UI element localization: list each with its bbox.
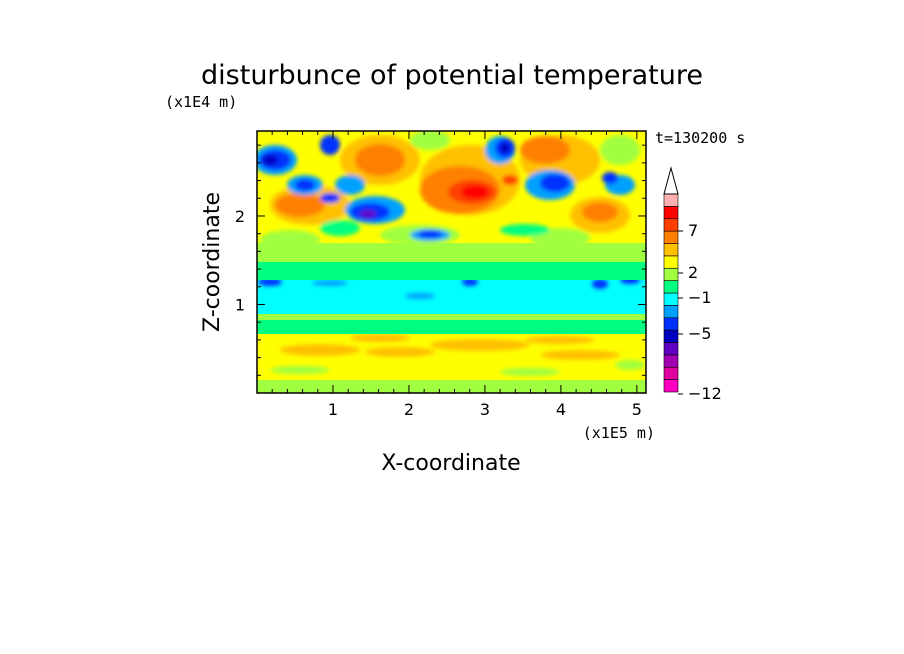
- colorbar: 7 2 −1 −5 −12: [663, 166, 722, 403]
- y-tick-label: 2: [235, 207, 245, 226]
- y-tick-label: 1: [235, 295, 245, 314]
- lower-streaks: [270, 334, 645, 376]
- colorbar-swatch: [663, 292, 679, 306]
- colorbar-swatch: [663, 366, 679, 380]
- x-axis-label: X-coordinate: [381, 451, 520, 476]
- colorbar-swatch: [663, 280, 679, 294]
- band-bottom-green: [257, 380, 646, 393]
- x-tick-label: 2: [404, 400, 414, 419]
- colorbar-swatch: [663, 342, 679, 356]
- colorbar-swatch: [663, 255, 679, 269]
- colorbar-swatch: [663, 230, 679, 244]
- x-tick-label: 4: [556, 400, 566, 419]
- colorbar-swatch: [663, 243, 679, 257]
- colorbar-label: 7: [688, 221, 698, 240]
- colorbar-swatch: [663, 193, 679, 207]
- colorbar-swatch: [663, 354, 679, 368]
- colorbar-label: −12: [688, 384, 722, 403]
- colorbar-swatch: [663, 379, 679, 393]
- y-axis-label: Z-coordinate: [200, 192, 225, 332]
- x-tick-label: 1: [328, 400, 338, 419]
- chart-title: disturbunce of potential temperature: [201, 60, 703, 91]
- upper-structures: [257, 131, 640, 250]
- colorbar-swatch: [663, 267, 679, 281]
- x-tick-label: 5: [632, 400, 642, 419]
- y-unit-label: (x1E4 m): [165, 93, 237, 111]
- colorbar-label: −5: [688, 324, 712, 343]
- colorbar-swatch: [663, 317, 679, 331]
- plot-frame: [256, 130, 647, 394]
- band-green-lower: [257, 318, 646, 334]
- colorbar-swatch: [663, 305, 679, 319]
- time-label: t=130200 s: [655, 129, 745, 147]
- colorbar-swatch: [663, 218, 679, 232]
- colorbar-extend-arrow: [663, 166, 679, 195]
- y-axis: 12: [235, 144, 646, 376]
- colorbar-swatch: [663, 329, 679, 343]
- plot-area: [257, 131, 646, 393]
- x-axis: 1 2 3 4 5: [271, 131, 642, 419]
- colorbar-label: −1: [688, 288, 712, 307]
- x-unit-label: (x1E5 m): [583, 424, 655, 442]
- band-lime: [257, 312, 646, 320]
- x-tick-label: 3: [480, 400, 490, 419]
- band-green-upper: [257, 260, 646, 280]
- colorbar-label: 2: [688, 263, 698, 282]
- colorbar-swatch: [663, 206, 679, 220]
